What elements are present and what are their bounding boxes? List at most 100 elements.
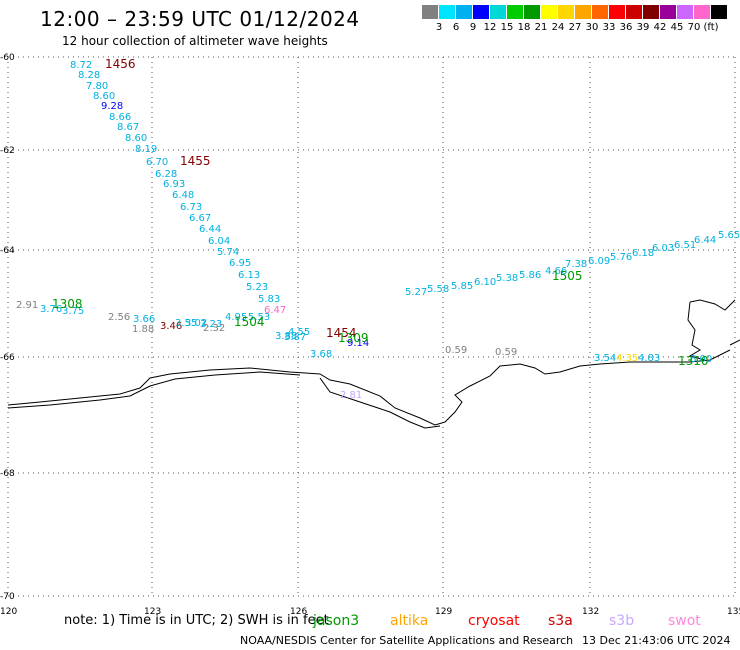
wave-height-label: 6.09 <box>588 256 610 267</box>
longitude-label: 120 <box>0 607 17 617</box>
footer-note: note: 1) Time is in UTC; 2) SWH is in fe… <box>64 613 329 628</box>
latitude-label: -68 <box>0 469 15 479</box>
wave-height-label: 3.55 <box>175 318 197 329</box>
colorbar-swatch <box>473 5 489 19</box>
colorbar-swatch <box>558 5 574 19</box>
colorbar-swatch <box>541 5 557 19</box>
wave-height-label: 7.80 <box>86 81 108 92</box>
generated-timestamp: 13 Dec 21:43:06 UTC 2024 <box>582 634 731 647</box>
wave-height-label: 3.68 <box>310 349 332 360</box>
map-title: 12:00 – 23:59 UTC 01/12/2024 <box>40 7 360 31</box>
graticule: -60 -62 -64 -66 -68 -70 120 123 126 129 132 135 <box>0 53 740 617</box>
wave-height-label: 8.28 <box>78 70 100 81</box>
wave-height-label: 3.88 <box>275 331 297 342</box>
coastline <box>7 299 740 429</box>
wave-height-label: 3.02 <box>185 318 207 329</box>
colorbar-swatch <box>439 5 455 19</box>
wave-height-label: 4.55 <box>288 327 310 338</box>
longitude-label: 129 <box>435 607 452 617</box>
wave-height-label: 4.83 <box>638 353 660 364</box>
wave-height-label: 3.76 <box>40 304 62 315</box>
wave-height-label: 0.59 <box>445 345 467 356</box>
pass-time-label: 1454 <box>326 326 357 340</box>
wave-height-label: 2.91 <box>16 300 38 311</box>
longitude-label: 135 <box>727 607 740 617</box>
pass-time-label: 1505 <box>552 269 583 283</box>
latitude-label: -70 <box>0 592 15 602</box>
credit-line: NOAA/NESDIS Center for Satellite Applica… <box>240 634 574 647</box>
satellite-legend-cryosat: cryosat <box>468 613 520 629</box>
wave-height-label: 8.72 <box>70 60 92 71</box>
colorbar-tick: (ft) <box>703 22 719 33</box>
wave-height-label: 6.44 <box>199 224 221 235</box>
wave-height-label: 5.86 <box>519 270 541 281</box>
colorbar-swatch <box>711 5 727 19</box>
colorbar-swatch <box>422 5 438 19</box>
wave-height-label: 9.14 <box>347 338 369 349</box>
wave-height-label: 8.66 <box>109 112 131 123</box>
wave-height-label: 4.95 <box>225 312 247 323</box>
wave-height-label: 6.00 <box>690 354 712 365</box>
map-subtitle: 12 hour collection of altimeter wave hei… <box>62 34 328 48</box>
colorbar-swatch <box>456 5 472 19</box>
wave-height-label: 1.88 <box>132 324 154 335</box>
wave-height-label: 6.47 <box>264 305 286 316</box>
pass-time-label: 1455 <box>180 154 211 168</box>
wave-height-label: 6.73 <box>180 202 202 213</box>
colorbar-swatch <box>643 5 659 19</box>
wave-height-label: 6.93 <box>163 179 185 190</box>
colorbar-swatch <box>592 5 608 19</box>
longitude-label: 126 <box>290 607 307 617</box>
satellite-legend-s3b: s3b <box>609 613 635 629</box>
wave-height-label: 6.28 <box>155 169 177 180</box>
satellite-legend-altika: altika <box>390 613 429 629</box>
coastline-east <box>687 299 740 361</box>
wave-height-label: 3.46 <box>160 321 182 332</box>
satellite-legend-s3a: s3a <box>548 613 573 629</box>
colorbar-tick: 15 <box>500 22 514 33</box>
wave-height-label: 3.23 <box>200 319 222 330</box>
colorbar-swatch <box>524 5 540 19</box>
colorbar-swatch <box>626 5 642 19</box>
wave-height-label: 6.44 <box>694 235 716 246</box>
colorbar-swatch <box>694 5 710 19</box>
wave-height-label: 2.56 <box>108 312 130 323</box>
colorbar-tick: 33 <box>602 22 616 33</box>
latitude-label: -60 <box>0 53 15 63</box>
colorbar-swatch <box>609 5 625 19</box>
wave-height-label: 4.35 <box>616 353 638 364</box>
wave-height-label: 7.38 <box>565 259 587 270</box>
pass-time-label: 1310 <box>678 354 709 368</box>
colorbar-tick: 24 <box>551 22 565 33</box>
wave-height-label: 5.27 <box>405 287 427 298</box>
wave-height-label: 3.66 <box>133 314 155 325</box>
longitude-label: 132 <box>582 607 599 617</box>
colorbar-tick: 21 <box>534 22 548 33</box>
wave-height-label: 3.75 <box>62 306 84 317</box>
wave-height-label: 6.67 <box>189 213 211 224</box>
wave-height-label: 8.60 <box>93 91 115 102</box>
wave-height-label: 8.19 <box>135 144 157 155</box>
colorbar-tick: 3 <box>435 22 443 33</box>
colorbar-tick: 9 <box>469 22 477 33</box>
colorbar-tick: 12 <box>483 22 497 33</box>
satellite-legend-jason3: jason3 <box>313 613 360 629</box>
colorbar-tick: 45 <box>670 22 684 33</box>
wave-height-label: 6.04 <box>208 236 230 247</box>
wave-height-label: 6.13 <box>238 270 260 281</box>
colorbar-tick: 18 <box>517 22 531 33</box>
coastline-path <box>7 349 731 426</box>
wave-height-label: 6.03 <box>652 243 674 254</box>
wave-height-label: 8.60 <box>125 133 147 144</box>
colorbar-swatch <box>677 5 693 19</box>
wave-height-label: 5.85 <box>451 281 473 292</box>
wave-height-label: 5.38 <box>496 273 518 284</box>
wave-height-label: 3.87 <box>284 332 306 343</box>
wave-height-label: 0.59 <box>495 347 517 358</box>
satellite-legend-swot: swot <box>668 613 701 629</box>
wave-height-label: 6.70 <box>146 157 168 168</box>
colorbar-tick: 30 <box>585 22 599 33</box>
colorbar-tick: 70 <box>687 22 701 33</box>
